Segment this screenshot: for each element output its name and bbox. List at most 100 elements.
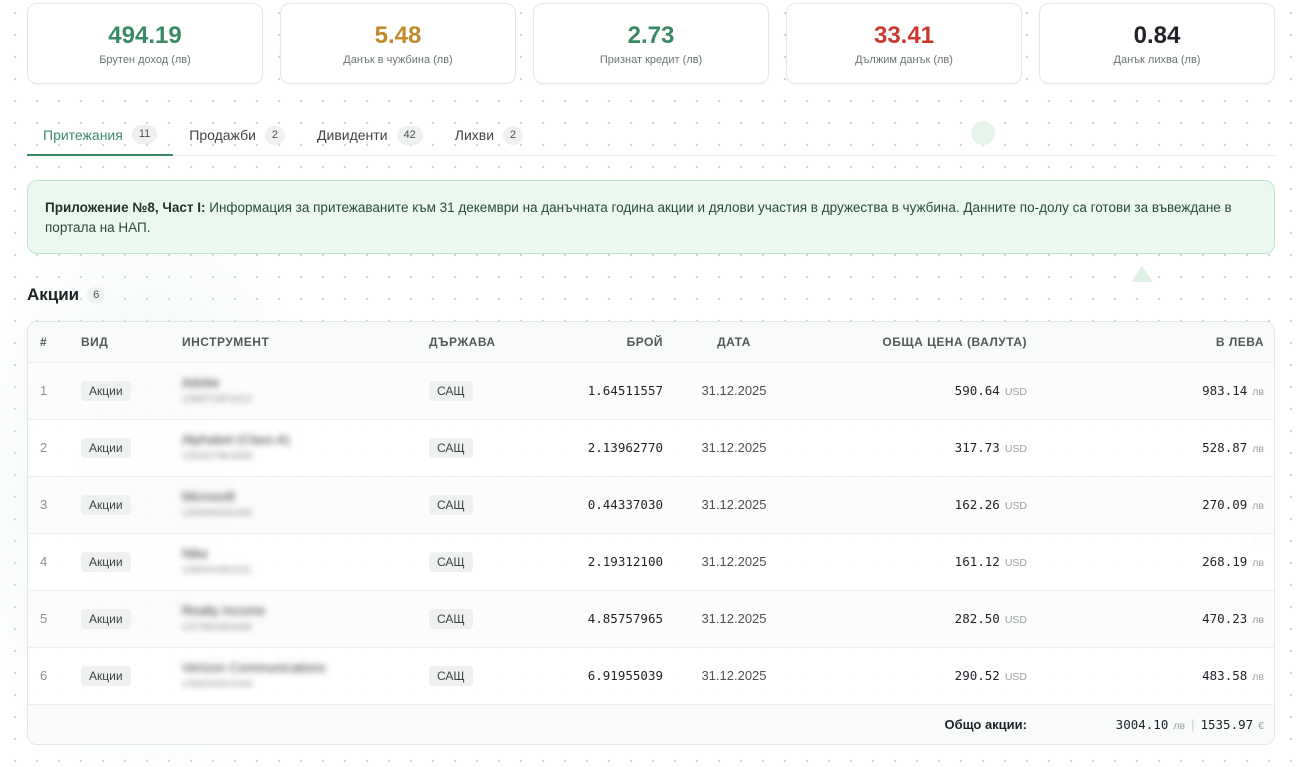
column-header-total-currency: ОБЩА ЦЕНА (ВАЛУТА) bbox=[793, 322, 1039, 362]
tab-bar: Притежания 11 Продажби 2 Дивиденти 42 Ли… bbox=[27, 115, 1275, 156]
row-index: 3 bbox=[28, 475, 69, 533]
table-footer-row: Общо акции: 3004.10 лв | 1535.97 € bbox=[28, 703, 1274, 744]
stat-card-foreign-tax: 5.48 Данък в чужбина (лв) bbox=[280, 3, 516, 84]
total-bgn: 3004.10 bbox=[1115, 716, 1169, 732]
row-index: 2 bbox=[28, 418, 69, 476]
stat-label: Данък лихва (лв) bbox=[1113, 53, 1201, 66]
type-badge: Акции bbox=[81, 437, 131, 458]
tab-label: Дивиденти bbox=[317, 127, 388, 143]
type-badge: Акции bbox=[81, 380, 131, 401]
column-header-index: # bbox=[28, 322, 69, 362]
bgn-value: 268.19 bbox=[1202, 554, 1248, 569]
stat-label: Брутен доход (лв) bbox=[99, 53, 191, 66]
bgn-value: 983.14 bbox=[1202, 383, 1248, 398]
instrument-cell: Alphabet (Class A) US02079K3059 bbox=[170, 418, 417, 476]
bgn-unit: лв bbox=[1252, 614, 1264, 626]
stat-label: Дължим данък (лв) bbox=[855, 53, 953, 66]
stat-card-gross-income: 494.19 Брутен доход (лв) bbox=[27, 3, 263, 84]
column-header-quantity: БРОЙ bbox=[537, 322, 675, 362]
bgn-value: 528.87 bbox=[1202, 440, 1248, 455]
tab-label: Притежания bbox=[43, 126, 123, 143]
total-value: 590.64 bbox=[954, 383, 1000, 398]
tab-dividends[interactable]: Дивиденти 42 bbox=[301, 115, 439, 155]
currency-unit: USD bbox=[1004, 443, 1027, 455]
total-value: 317.73 bbox=[954, 440, 1000, 455]
quantity-cell: 2.13962770 bbox=[537, 418, 675, 476]
bgn-unit: лв bbox=[1252, 671, 1264, 683]
table-row: 1 Акции Adobe US00724F1012 САЩ 1.6451155… bbox=[28, 361, 1274, 419]
bgn-cell: 483.58 лв bbox=[1039, 646, 1274, 704]
country-badge: САЩ bbox=[429, 551, 473, 572]
tab-holdings[interactable]: Притежания 11 bbox=[27, 115, 174, 156]
total-separator: | bbox=[1191, 716, 1195, 732]
info-notice: Приложение №8, Част I: Информация за при… bbox=[27, 180, 1275, 254]
table-header-row: # ВИД ИНСТРУМЕНТ ДЪРЖАВА БРОЙ ДАТА ОБЩА … bbox=[28, 322, 1274, 362]
date-cell: 31.12.2025 bbox=[675, 589, 793, 647]
section-count-badge: 6 bbox=[87, 286, 106, 304]
instrument-isin: US02079K3059 bbox=[182, 450, 253, 462]
total-label: Общо акции: bbox=[28, 703, 1039, 744]
column-header-bgn: В ЛЕВА bbox=[1039, 322, 1274, 362]
row-index: 1 bbox=[28, 361, 69, 419]
total-cell: 317.73 USD bbox=[793, 418, 1039, 476]
total-value: 161.12 bbox=[954, 554, 1000, 569]
instrument-cell: Verizon Communications US92343V1044 bbox=[170, 646, 417, 704]
quantity-cell: 4.85757965 bbox=[537, 589, 675, 647]
type-cell: Акции bbox=[69, 589, 170, 647]
bgn-value: 270.09 bbox=[1202, 497, 1248, 512]
date-cell: 31.12.2025 bbox=[675, 532, 793, 590]
total-value: 282.50 bbox=[954, 611, 1000, 626]
bgn-cell: 270.09 лв bbox=[1039, 475, 1274, 533]
bgn-unit: лв bbox=[1252, 443, 1264, 455]
tab-count-badge: 11 bbox=[131, 125, 158, 144]
total-cell: 290.52 USD bbox=[793, 646, 1039, 704]
date-cell: 31.12.2025 bbox=[675, 361, 793, 419]
quantity-cell: 2.19312100 bbox=[537, 532, 675, 590]
tab-sales[interactable]: Продажби 2 bbox=[173, 115, 301, 155]
type-badge: Акции bbox=[81, 551, 131, 572]
tab-label: Продажби bbox=[189, 127, 256, 143]
table-row: 5 Акции Realty Income US7561091049 САЩ 4… bbox=[28, 589, 1274, 647]
stats-row: 494.19 Брутен доход (лв) 5.48 Данък в чу… bbox=[27, 3, 1275, 84]
holdings-table: # ВИД ИНСТРУМЕНТ ДЪРЖАВА БРОЙ ДАТА ОБЩА … bbox=[27, 321, 1275, 745]
stat-value: 5.48 bbox=[374, 21, 422, 49]
currency-unit: USD bbox=[1004, 386, 1027, 398]
tab-label: Лихви bbox=[454, 127, 495, 143]
notice-title: Приложение №8, Част I: bbox=[45, 200, 206, 215]
bgn-cell: 528.87 лв bbox=[1039, 418, 1274, 476]
column-header-type: ВИД bbox=[69, 322, 170, 362]
tab-count-badge: 42 bbox=[396, 125, 423, 145]
decorative-triangle bbox=[1131, 266, 1153, 282]
section-title: Акции bbox=[27, 285, 80, 304]
instrument-isin: US00724F1012 bbox=[182, 393, 253, 405]
bgn-cell: 983.14 лв bbox=[1039, 361, 1274, 419]
type-cell: Акции bbox=[69, 475, 170, 533]
total-cell: 590.64 USD bbox=[793, 361, 1039, 419]
stat-card-recognized-credit: 2.73 Признат кредит (лв) bbox=[533, 3, 769, 84]
currency-unit: USD bbox=[1004, 500, 1027, 512]
bgn-value: 483.58 bbox=[1202, 668, 1248, 683]
section-header: Акции 6 bbox=[27, 283, 1275, 307]
bgn-value: 470.23 bbox=[1202, 611, 1248, 626]
stat-value: 2.73 bbox=[627, 21, 675, 49]
row-index: 6 bbox=[28, 646, 69, 704]
bgn-unit: лв bbox=[1252, 557, 1264, 569]
tab-count-badge: 2 bbox=[503, 125, 524, 145]
tab-interest[interactable]: Лихви 2 bbox=[439, 115, 539, 155]
instrument-cell: Nike US6541061031 bbox=[170, 532, 417, 590]
quantity-cell: 0.44337030 bbox=[537, 475, 675, 533]
type-badge: Акции bbox=[81, 665, 131, 686]
table-row: 4 Акции Nike US6541061031 САЩ 2.19312100… bbox=[28, 532, 1274, 590]
instrument-isin: US6541061031 bbox=[182, 564, 252, 576]
instrument-name: Verizon Communications bbox=[182, 659, 326, 675]
bgn-cell: 268.19 лв bbox=[1039, 532, 1274, 590]
country-cell: САЩ bbox=[417, 475, 537, 533]
type-cell: Акции bbox=[69, 532, 170, 590]
country-cell: САЩ bbox=[417, 361, 537, 419]
bgn-unit: лв bbox=[1252, 386, 1264, 398]
country-cell: САЩ bbox=[417, 646, 537, 704]
instrument-isin: US5949181045 bbox=[182, 507, 252, 519]
country-badge: САЩ bbox=[429, 380, 473, 401]
country-cell: САЩ bbox=[417, 589, 537, 647]
date-cell: 31.12.2025 bbox=[675, 646, 793, 704]
